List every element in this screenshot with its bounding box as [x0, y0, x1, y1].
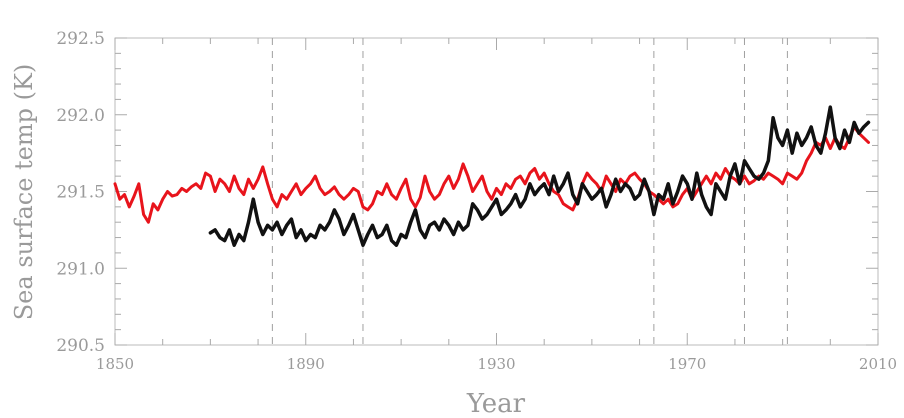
- axis-ticks: [114, 37, 879, 346]
- series-line-black: [208, 105, 871, 247]
- y-tick-label: 291.5: [56, 183, 105, 203]
- x-tick-label: 1930: [477, 355, 515, 373]
- tick-labels: 1850 1890 1930 1970 2010 290.5 291.0 291.5 292.0…: [56, 29, 897, 373]
- y-tick-label: 290.5: [56, 336, 105, 356]
- x-axis-label: Year: [466, 389, 526, 418]
- x-tick-label: 1890: [287, 355, 325, 373]
- series-group: [113, 105, 871, 247]
- series-line-red: [113, 125, 870, 224]
- y-tick-label: 291.0: [56, 259, 105, 279]
- y-axis-label: Sea surface temp (K): [10, 64, 38, 321]
- y-tick-label: 292.5: [56, 29, 105, 49]
- x-tick-label: 1850: [96, 355, 134, 373]
- y-tick-label: 292.0: [56, 106, 105, 126]
- x-tick-label: 1970: [668, 355, 706, 373]
- x-tick-label: 2010: [859, 355, 897, 373]
